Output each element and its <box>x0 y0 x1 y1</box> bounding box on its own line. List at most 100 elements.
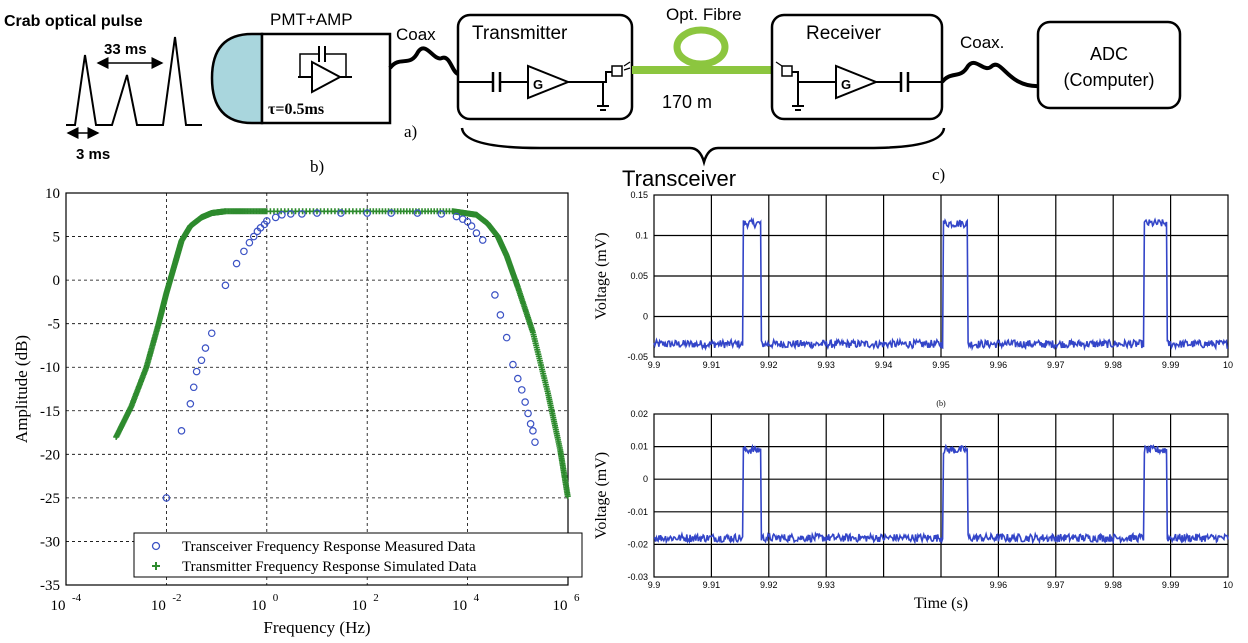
x-tick-label: 9.94 <box>875 360 893 370</box>
rx-photodiode-icon <box>781 65 793 77</box>
measured-data-point <box>177 427 186 435</box>
measured-data-point <box>524 409 532 418</box>
measured-data-point <box>467 222 476 230</box>
transmitter-block: Transmitter G <box>456 13 634 121</box>
fibre-length: 170 m <box>662 92 712 112</box>
measured-data-point <box>192 367 201 376</box>
pulse-title: Crab optical pulse <box>4 13 143 30</box>
measured-data-point <box>478 236 487 244</box>
panel-c-label: c) <box>932 165 945 184</box>
measured-data-point <box>186 400 195 408</box>
x-tick-label: 9.97 <box>1047 580 1065 590</box>
measured-data-point <box>232 259 241 268</box>
measured-data-point <box>189 383 198 392</box>
measured-data-point <box>363 209 372 217</box>
measured-data-point <box>502 333 511 342</box>
x-tick-label: 9.95 <box>932 360 950 370</box>
tx-amplifier-icon <box>527 64 571 100</box>
y-tick-label: 0.1 <box>635 231 648 241</box>
y-tick-label: -0.05 <box>627 352 648 362</box>
x-tick-label: 9.93 <box>817 580 835 590</box>
measured-data-point <box>526 420 535 428</box>
x-tick-label: 10 <box>151 598 166 614</box>
y-tick-label: -5 <box>48 317 61 333</box>
fibre-title: Opt. Fibre <box>666 5 742 24</box>
crab-pulse-sketch: Crab optical pulse 33 ms 3 ms <box>4 13 202 163</box>
y-axis-label: Voltage (mV) <box>593 232 610 319</box>
y-tick-label: -10 <box>40 360 60 376</box>
x-tick-label: 9.99 <box>1162 360 1180 370</box>
plot-area <box>65 192 569 586</box>
pulse-waveform <box>66 36 202 126</box>
tx-gain-symbol: G <box>533 77 543 92</box>
adc-box <box>1036 20 1182 110</box>
y-tick-label: 0.01 <box>630 442 648 452</box>
x-tick-label: 10 <box>352 598 367 614</box>
optical-fibre: Opt. Fibre 170 m <box>632 5 772 112</box>
measured-data-point <box>452 212 461 221</box>
measured-data-point <box>517 386 526 394</box>
x-tick-label: 10 <box>452 598 467 614</box>
measured-data-point <box>513 374 522 383</box>
y-tick-label: 0 <box>643 312 648 322</box>
measured-data-point <box>271 213 280 222</box>
adc-line2: (Computer) <box>1063 70 1154 90</box>
voltage-trace-chart-top: 0.15 0.1 0.05 0 -0.059.9 9.91 9.92 9.93 9.94 9.95… <box>593 190 1233 370</box>
measured-data-point <box>278 210 286 219</box>
pulse-width-label: 3 ms <box>76 146 110 163</box>
legend-label-measured: Transceiver Frequency Response Measured … <box>182 539 476 555</box>
x-tick-label: 10 <box>1223 360 1233 370</box>
measured-data-point <box>245 238 254 247</box>
x-axis-label: Frequency (Hz) <box>263 618 370 637</box>
x-tick-label: 10 <box>553 598 568 614</box>
measured-data-point <box>496 311 505 319</box>
x-tick-exponent: 6 <box>574 592 580 604</box>
coax-cable-2 <box>940 60 1041 89</box>
x-tick-label: 9.93 <box>817 360 835 370</box>
measured-data-point <box>298 210 306 218</box>
x-tick-label: 9.92 <box>760 360 778 370</box>
chart-title: (b) <box>936 399 946 408</box>
y-tick-label: 0 <box>643 474 648 484</box>
legend-marker-measured <box>151 541 161 551</box>
pmt-window-icon <box>210 32 264 125</box>
tx-led-icon <box>611 65 623 77</box>
x-tick-label: 9.9 <box>648 580 661 590</box>
transmitter-title: Transmitter <box>472 23 568 44</box>
y-tick-label: -20 <box>40 447 60 463</box>
measured-data-point <box>413 209 422 217</box>
transceiver-label: Transceiver <box>622 166 736 191</box>
pmt-tau-label: τ=0.5ms <box>268 101 324 118</box>
measured-data-point <box>240 247 248 256</box>
y-tick-label: -15 <box>40 404 60 420</box>
measured-data-point <box>262 217 271 225</box>
x-tick-label: 10 <box>51 598 66 614</box>
rx-amplifier-icon <box>835 64 879 100</box>
measured-data-point <box>437 210 446 218</box>
pmt-amp-block: PMT+AMP τ=0.5ms a) <box>210 10 417 141</box>
voltage-trace-line <box>653 443 1229 545</box>
y-tick-label: 0.15 <box>630 190 648 200</box>
measured-data-point <box>201 344 210 352</box>
x-tick-label: 9.98 <box>1104 360 1122 370</box>
x-tick-label: 9.99 <box>1162 580 1180 590</box>
voltage-trace-chart-bottom: 0.02 0.01 0 -0.01 -0.02 -0.039.9 9.91 9.92 9.93 9… <box>593 399 1233 612</box>
simulated-data-point <box>564 493 571 500</box>
y-tick-label: 5 <box>53 230 61 246</box>
measured-data-point <box>521 398 529 406</box>
coax-cable-1 <box>388 46 460 76</box>
y-tick-label: 0 <box>53 273 61 289</box>
voltage-trace-line <box>653 216 1229 352</box>
x-tick-exponent: 0 <box>273 592 279 604</box>
measured-data-point <box>221 281 230 290</box>
x-tick-label: 10 <box>251 598 266 614</box>
x-tick-exponent: -4 <box>72 592 82 604</box>
frequency-response-chart: 10 5 0 -5 -10 -15 -20 -25 -30 -35 10 -4 10 -2 10 0 10 2 10… <box>12 186 583 637</box>
measured-data-point <box>313 209 321 217</box>
adc-block: ADC (Computer) <box>1036 20 1182 110</box>
fibre-loop-icon <box>673 26 729 68</box>
measured-data-point <box>249 232 258 241</box>
legend-box <box>133 532 583 578</box>
y-tick-label: 0.05 <box>630 271 648 281</box>
